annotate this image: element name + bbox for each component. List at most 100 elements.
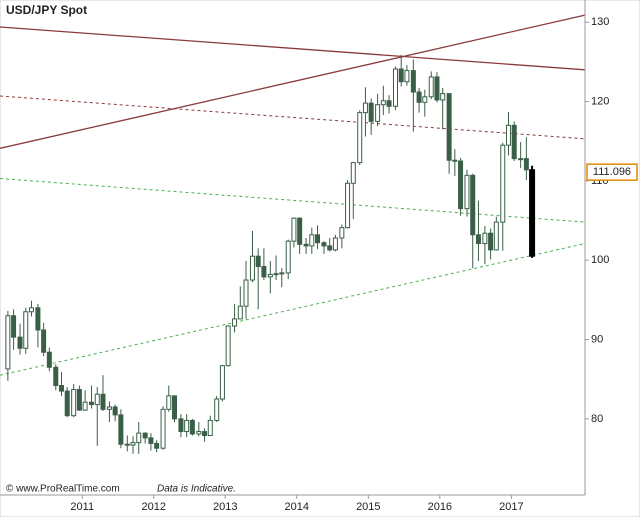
candle-body <box>279 272 285 275</box>
y-tick-label: 120 <box>591 95 609 107</box>
candle-body <box>500 144 506 223</box>
candle-body <box>202 431 208 437</box>
candle-body <box>273 273 279 276</box>
candle-body <box>59 385 65 392</box>
candle-body <box>267 273 273 278</box>
candle-body <box>76 388 82 411</box>
candle-body <box>160 408 166 449</box>
candle-body <box>470 174 476 236</box>
candle-body <box>458 160 464 210</box>
candle-body <box>488 232 494 251</box>
candle-body <box>100 393 106 410</box>
candle-body <box>142 432 148 439</box>
candle-body <box>339 227 345 239</box>
candle-body <box>380 100 386 106</box>
candle-body <box>207 419 213 437</box>
candle-body <box>255 255 261 268</box>
trend-line <box>0 177 586 223</box>
candle-body <box>82 401 88 411</box>
candle-body <box>196 431 202 435</box>
candle-body <box>5 315 11 370</box>
candle-body <box>89 401 95 406</box>
candle-body <box>309 234 315 247</box>
candle-body <box>130 442 136 446</box>
candle-body <box>71 388 77 417</box>
candle-body <box>357 112 363 164</box>
candle-body <box>452 159 458 162</box>
candle-body <box>505 124 511 146</box>
candle-body <box>148 437 154 444</box>
candle-body <box>28 307 34 313</box>
candle-body <box>303 243 309 247</box>
trend-line <box>0 243 586 376</box>
candle-body <box>219 365 225 400</box>
candle-body <box>154 442 160 449</box>
candle-body <box>94 393 100 406</box>
candle-body <box>464 174 470 210</box>
last-price-label: 111.096 <box>593 166 631 178</box>
candle-body <box>327 245 333 251</box>
candle-body <box>291 217 297 242</box>
candle-body <box>232 318 238 327</box>
candle-body <box>362 102 368 114</box>
candle-body <box>23 311 29 349</box>
candle-body <box>446 93 452 161</box>
candle-body <box>261 266 267 278</box>
candle-body <box>171 395 177 420</box>
last-price-box <box>586 163 638 181</box>
candle-body <box>189 419 195 435</box>
candle-body <box>17 336 23 349</box>
candle-body <box>416 91 422 103</box>
candle-body <box>440 93 446 101</box>
candle-body <box>285 240 291 274</box>
candle-body <box>214 398 220 421</box>
candle-body <box>112 406 118 416</box>
candle-body <box>523 158 529 171</box>
chart-title: USD/JPY Spot <box>6 3 87 17</box>
candle-body <box>41 329 47 353</box>
y-tick-label: 80 <box>591 413 603 425</box>
candle-body <box>315 234 321 244</box>
candle-body <box>475 234 481 245</box>
candle-body <box>11 315 17 338</box>
note: Data is Indicative. <box>157 484 236 495</box>
candle-body <box>46 351 52 368</box>
candle-body <box>184 419 190 433</box>
trend-lines <box>0 14 586 376</box>
candle-body <box>297 217 303 245</box>
candle-body <box>345 182 351 229</box>
trend-line <box>0 26 586 71</box>
x-tick-label: 2015 <box>356 501 380 513</box>
candle-body <box>392 68 398 107</box>
candle-body <box>511 124 517 160</box>
candle-body <box>136 432 142 444</box>
trend-line <box>0 95 586 140</box>
candle-body <box>422 96 428 103</box>
candle-body <box>350 162 356 184</box>
trend-line <box>0 14 586 149</box>
candle-body <box>237 305 243 320</box>
candle-body <box>529 169 536 257</box>
candle-body <box>243 279 249 307</box>
y-tick-label: 100 <box>591 254 609 266</box>
candle-body <box>332 237 338 251</box>
candle-body <box>249 255 255 281</box>
x-tick-label: 2012 <box>142 501 166 513</box>
candle-body <box>386 100 392 107</box>
candle-body <box>398 68 404 83</box>
candle-body <box>106 406 112 410</box>
candle-body <box>166 395 172 410</box>
candle-body <box>124 443 130 446</box>
x-tick-label: 2013 <box>213 501 237 513</box>
candle-body <box>428 76 434 98</box>
candle-body <box>493 221 499 251</box>
candle-body <box>321 242 327 247</box>
candle-body <box>178 418 184 433</box>
x-tick-label: 2017 <box>499 501 523 513</box>
candle-body <box>482 232 488 245</box>
y-tick-label: 90 <box>591 333 603 345</box>
candle-body <box>375 104 381 122</box>
candle-body <box>35 307 41 331</box>
